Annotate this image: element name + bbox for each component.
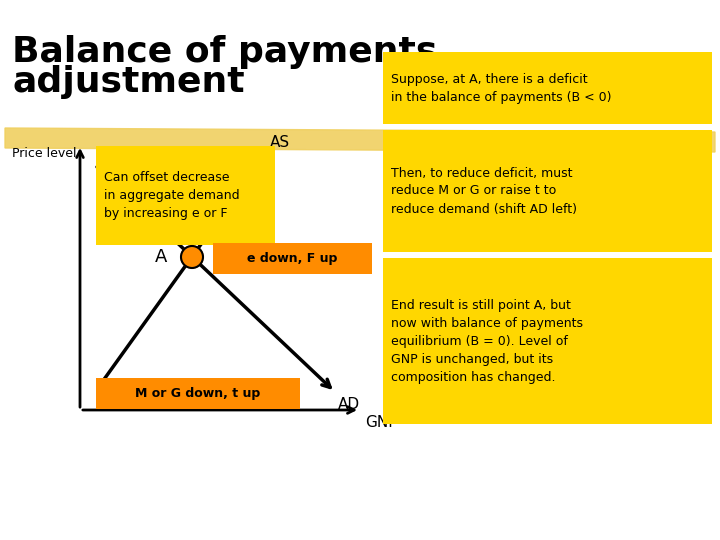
Text: Suppose, at A, there is a deficit
in the balance of payments (B < 0): Suppose, at A, there is a deficit in the… [391, 72, 611, 104]
Polygon shape [5, 128, 715, 152]
Text: Then, to reduce deficit, must
reduce M or G or raise t to
reduce demand (shift A: Then, to reduce deficit, must reduce M o… [391, 166, 577, 215]
Text: adjustment: adjustment [12, 65, 245, 99]
Text: Can offset decrease
in aggregate demand
by increasing e or F: Can offset decrease in aggregate demand … [104, 171, 240, 220]
FancyBboxPatch shape [383, 52, 712, 124]
Text: A: A [155, 248, 167, 266]
Text: M or G down, t up: M or G down, t up [135, 387, 261, 400]
Circle shape [181, 246, 203, 268]
Text: GNP: GNP [365, 415, 397, 430]
Text: AS: AS [270, 135, 290, 150]
Text: End result is still point A, but
now with balance of payments
equilibrium (B = 0: End result is still point A, but now wit… [391, 299, 583, 383]
FancyBboxPatch shape [213, 243, 372, 274]
FancyBboxPatch shape [383, 130, 712, 252]
FancyBboxPatch shape [383, 258, 712, 424]
Text: Balance of payments: Balance of payments [12, 35, 437, 69]
FancyBboxPatch shape [96, 378, 300, 409]
Text: Price level: Price level [12, 147, 76, 160]
Text: e down, F up: e down, F up [247, 252, 338, 265]
FancyBboxPatch shape [96, 146, 275, 245]
Text: AD: AD [338, 397, 360, 412]
